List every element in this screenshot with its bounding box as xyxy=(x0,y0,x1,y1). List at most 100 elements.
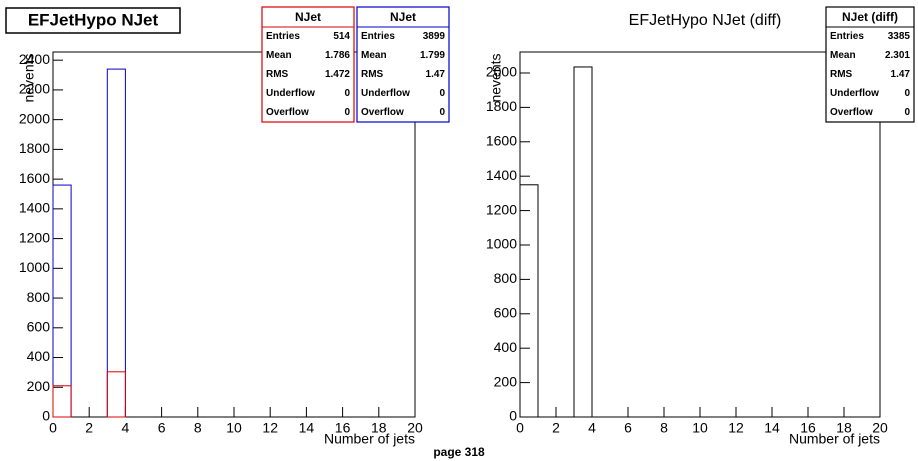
y-tick-label: 2200 xyxy=(19,81,50,97)
x-tick-label: 8 xyxy=(194,420,202,436)
y-tick-label: 1000 xyxy=(486,236,517,252)
x-axis-label: Number of jets xyxy=(324,431,415,447)
stats-box: NJet (diff) Entries 3385 Mean 2.301 RMS 1.47 Un… xyxy=(825,6,915,123)
histogram-bar xyxy=(573,66,593,418)
x-tick-label: 6 xyxy=(624,420,632,436)
x-tick-label: 14 xyxy=(299,420,315,436)
x-tick-label: 16 xyxy=(335,420,351,436)
y-tick-label: 1200 xyxy=(19,229,50,245)
stats-label: Underflow xyxy=(266,88,315,99)
y-tick-label: 800 xyxy=(27,289,51,305)
x-axis-label: Number of jets xyxy=(789,431,880,447)
histogram-bar xyxy=(52,385,72,418)
stats-value: 1.47 xyxy=(426,69,446,80)
stats-value: 0 xyxy=(904,107,910,118)
histogram-bar xyxy=(519,184,539,418)
stats-value: 1.799 xyxy=(420,50,445,61)
y-tick-label: 600 xyxy=(494,304,518,320)
x-tick-label: 20 xyxy=(872,420,888,436)
stats-label: RMS xyxy=(361,69,384,80)
y-tick-label: 1000 xyxy=(19,259,50,275)
stats-value: 514 xyxy=(333,31,350,42)
y-tick-label: 1400 xyxy=(19,200,50,216)
stats-label: Mean xyxy=(830,50,856,61)
stats-label: Overflow xyxy=(361,107,404,118)
y-tick-label: 400 xyxy=(27,348,51,364)
x-tick-label: 4 xyxy=(122,420,130,436)
y-tick-label: 0 xyxy=(509,408,517,424)
stats-label: Entries xyxy=(830,31,864,42)
x-tick-label: 10 xyxy=(692,420,708,436)
x-tick-label: 4 xyxy=(588,420,596,436)
x-tick-label: 6 xyxy=(158,420,166,436)
title-box xyxy=(5,7,181,34)
y-tick-label: 2400 xyxy=(19,51,50,67)
stats-frame xyxy=(356,6,450,123)
y-tick-label: 1600 xyxy=(19,170,50,186)
stats-value: 1.472 xyxy=(325,69,350,80)
stats-value: 0 xyxy=(439,107,445,118)
stats-label: Underflow xyxy=(830,88,879,99)
y-tick-label: 400 xyxy=(494,339,518,355)
stats-value: 0 xyxy=(344,88,350,99)
x-tick-label: 14 xyxy=(764,420,780,436)
chart-title: EFJetHypo NJet (diff) xyxy=(629,12,782,29)
y-tick-label: 1800 xyxy=(19,140,50,156)
stats-label: Entries xyxy=(361,31,395,42)
y-tick-label: 2000 xyxy=(19,110,50,126)
footer: page 318 xyxy=(433,445,485,459)
y-tick-label: 1400 xyxy=(486,167,517,183)
x-tick-label: 10 xyxy=(226,420,242,436)
x-tick-label: 18 xyxy=(371,420,387,436)
stats-value: 0 xyxy=(904,88,910,99)
y-tick-label: 0 xyxy=(42,408,50,424)
stats-title: NJet (diff) xyxy=(842,10,898,24)
stats-value: 1.786 xyxy=(325,50,350,61)
y-tick-label: 1600 xyxy=(486,132,517,148)
x-tick-label: 2 xyxy=(85,420,93,436)
histogram-bar xyxy=(52,184,72,418)
chart-title: EFJetHypo NJet xyxy=(28,10,159,29)
stats-label: Mean xyxy=(266,50,292,61)
y-tick-label: 1200 xyxy=(486,201,517,217)
x-tick-label: 8 xyxy=(660,420,668,436)
y-tick-label: 1800 xyxy=(486,98,517,114)
stats-title: NJet xyxy=(295,10,321,24)
stats-label: Overflow xyxy=(830,107,873,118)
histogram-bar xyxy=(106,371,126,418)
stats-frame xyxy=(825,6,915,123)
stats-value: 1.47 xyxy=(891,69,911,80)
x-tick-label: 12 xyxy=(262,420,278,436)
stats-box: NJet Entries 514 Mean 1.786 RMS 1.472 Underflow… xyxy=(261,6,355,123)
x-tick-label: 2 xyxy=(552,420,560,436)
stats-value: 0 xyxy=(344,107,350,118)
stats-label: Mean xyxy=(361,50,387,61)
y-tick-label: 200 xyxy=(27,378,51,394)
x-tick-label: 16 xyxy=(800,420,816,436)
x-tick-label: 20 xyxy=(407,420,423,436)
stats-label: Underflow xyxy=(361,88,410,99)
histogram-bar xyxy=(106,68,126,418)
y-tick-label: 600 xyxy=(27,318,51,334)
y-tick-label: 800 xyxy=(494,270,518,286)
stats-label: RMS xyxy=(830,69,853,80)
stats-title: NJet xyxy=(390,10,416,24)
x-tick-label: 0 xyxy=(49,420,57,436)
stats-value: 0 xyxy=(439,88,445,99)
x-tick-label: 0 xyxy=(516,420,524,436)
stats-value: 3385 xyxy=(888,31,911,42)
y-axis-label: nevents xyxy=(488,53,504,102)
stats-label: Overflow xyxy=(266,107,309,118)
stats-value: 2.301 xyxy=(885,50,910,61)
x-tick-label: 18 xyxy=(836,420,852,436)
stats-label: Entries xyxy=(266,31,300,42)
stats-box: NJet Entries 3899 Mean 1.799 RMS 1.47 Underflow… xyxy=(356,6,450,123)
stats-label: RMS xyxy=(266,69,289,80)
x-tick-label: 12 xyxy=(728,420,744,436)
stats-frame xyxy=(261,6,355,123)
stats-value: 3899 xyxy=(423,31,446,42)
y-tick-label: 2000 xyxy=(486,64,517,80)
y-tick-label: 200 xyxy=(494,373,518,389)
y-axis-label: nevents xyxy=(21,53,37,102)
